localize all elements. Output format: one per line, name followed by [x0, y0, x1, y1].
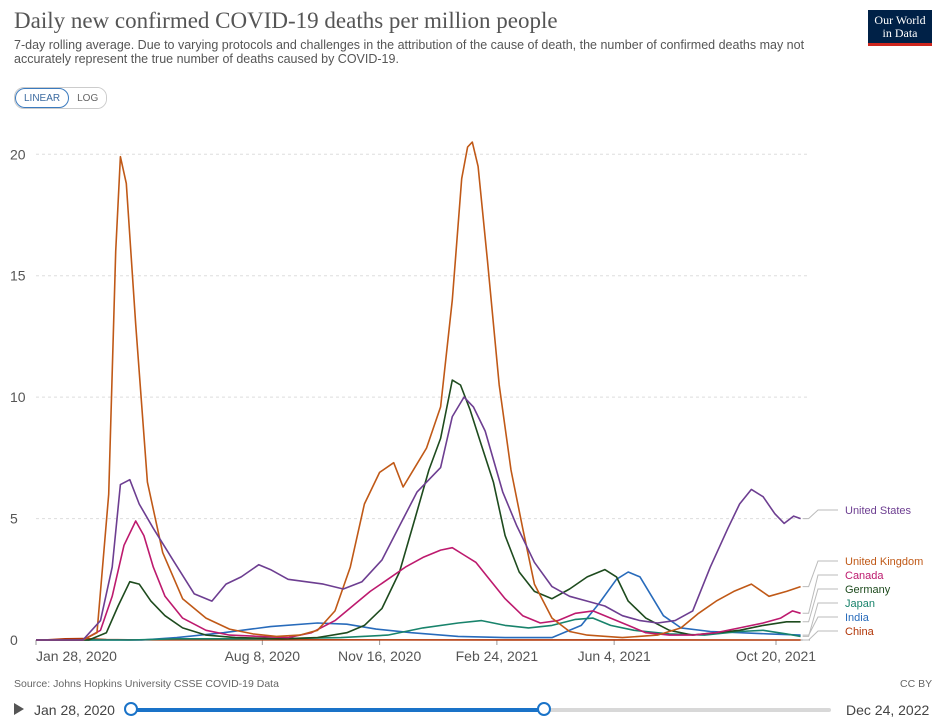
series-line-united-kingdom[interactable] — [36, 141, 801, 641]
play-icon[interactable] — [14, 703, 24, 715]
scale-toggle: LINEAR LOG — [14, 87, 108, 109]
timeline-start-handle[interactable] — [124, 702, 138, 716]
series-lines — [35, 141, 801, 641]
y-tick-label: 10 — [10, 389, 26, 405]
y-tick-label: 15 — [10, 268, 26, 284]
timeline-end-label: Dec 24, 2022 — [846, 702, 930, 718]
series-label-japan[interactable]: Japan — [845, 598, 875, 610]
y-tick-label: 20 — [10, 146, 26, 162]
label-connector — [802, 509, 838, 520]
series-label-india[interactable]: India — [845, 612, 870, 624]
series-label-china[interactable]: China — [845, 626, 875, 638]
x-tick-label: Jun 4, 2021 — [578, 648, 651, 664]
label-connector — [802, 588, 838, 623]
timeline-end-handle[interactable] — [537, 702, 551, 716]
label-connector — [802, 630, 838, 641]
line-chart: 0 5 10 15 20 Jan 28, 2020 Aug 8, 2020 Nov 16, … — [10, 141, 923, 664]
owid-logo[interactable]: Our World in Data — [868, 10, 932, 46]
timeline-selection — [131, 708, 544, 712]
chart-subtitle: 7-day rolling average. Due to varying pr… — [14, 38, 805, 66]
label-connector — [802, 616, 838, 636]
linear-scale-button[interactable]: LINEAR — [15, 88, 70, 108]
source-note[interactable]: Source: Johns Hopkins University CSSE CO… — [14, 678, 279, 690]
x-axis-ticks: Jan 28, 2020 Aug 8, 2020 Nov 16, 2020 Feb 2… — [35, 640, 816, 664]
license-link[interactable]: CC BY — [900, 678, 933, 690]
logo-line-1: Our World — [874, 13, 926, 27]
label-connector — [802, 602, 838, 637]
timeline-track[interactable] — [124, 702, 831, 716]
x-tick-label: Nov 16, 2020 — [338, 648, 421, 664]
log-scale-button[interactable]: LOG — [69, 88, 107, 108]
series-label-united-kingdom[interactable]: United Kingdom — [845, 556, 923, 568]
timeline: Jan 28, 2020 Dec 24, 2022 — [0, 700, 946, 722]
label-connector — [802, 560, 838, 588]
gridlines — [36, 153, 810, 641]
y-tick-label: 0 — [10, 632, 18, 648]
series-label-united-states[interactable]: United States — [845, 505, 912, 517]
y-axis-ticks: 0 5 10 15 20 — [10, 146, 26, 648]
x-tick-label: Jan 28, 2020 — [36, 648, 117, 664]
series-label-germany[interactable]: Germany — [845, 584, 891, 596]
x-tick-label: Oct 20, 2021 — [736, 648, 816, 664]
series-line-canada[interactable] — [36, 520, 801, 641]
timeline-start-label: Jan 28, 2020 — [34, 702, 115, 718]
series-line-germany[interactable] — [36, 379, 801, 641]
series-labels: United States United Kingdom Canada Germany… — [802, 505, 923, 641]
series-label-canada[interactable]: Canada — [845, 570, 884, 582]
y-tick-label: 5 — [10, 511, 18, 527]
series-line-united-states[interactable] — [36, 396, 801, 641]
logo-line-2: in Data — [882, 26, 918, 40]
x-tick-label: Feb 24, 2021 — [456, 648, 539, 664]
series-line-india[interactable] — [36, 571, 801, 641]
chart-title: Daily new confirmed COVID-19 deaths per … — [14, 8, 558, 33]
label-connector — [802, 574, 838, 614]
x-tick-label: Aug 8, 2020 — [225, 648, 301, 664]
